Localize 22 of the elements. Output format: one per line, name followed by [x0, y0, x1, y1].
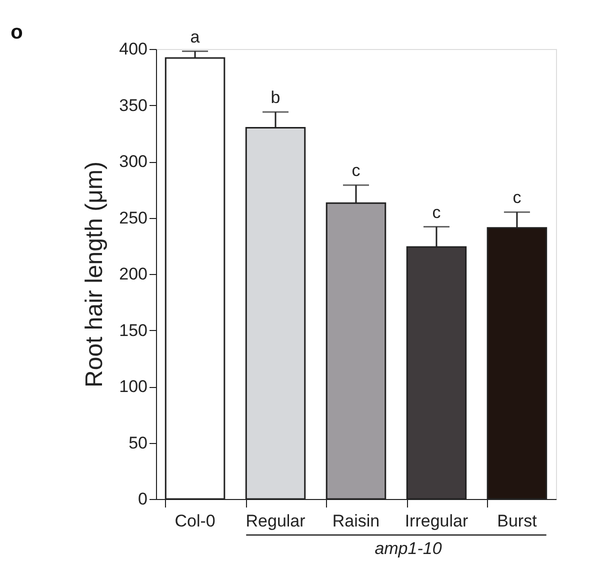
y-tick-label: 350 [119, 96, 148, 115]
y-axis-title: Root hair length (μm) [81, 162, 108, 388]
annotation: b [270, 88, 280, 107]
x-tick-label: Col-0 [174, 512, 216, 530]
y-tick-label: 0 [138, 490, 148, 508]
y-tick-label: 200 [119, 264, 148, 284]
x-tick-label: Burst [497, 512, 538, 530]
x-tick-label: Raisin [332, 512, 380, 530]
annotation: c [352, 161, 361, 180]
text: amp1-10 [374, 539, 442, 558]
x-tick-label: Regular [246, 512, 306, 530]
x-tick-label: Irregular [404, 512, 468, 530]
y-tick-label: 250 [119, 208, 148, 228]
annotation: c [512, 188, 522, 208]
y-tick-label: 400 [119, 40, 148, 58]
text: o [10, 21, 23, 44]
annotation: a [190, 27, 200, 46]
y-tick-label: 100 [119, 377, 148, 396]
annotation: c [432, 202, 442, 222]
y-tick-label: 150 [119, 320, 148, 340]
y-tick-label: 50 [128, 433, 148, 452]
y-tick-label: 300 [119, 152, 148, 171]
